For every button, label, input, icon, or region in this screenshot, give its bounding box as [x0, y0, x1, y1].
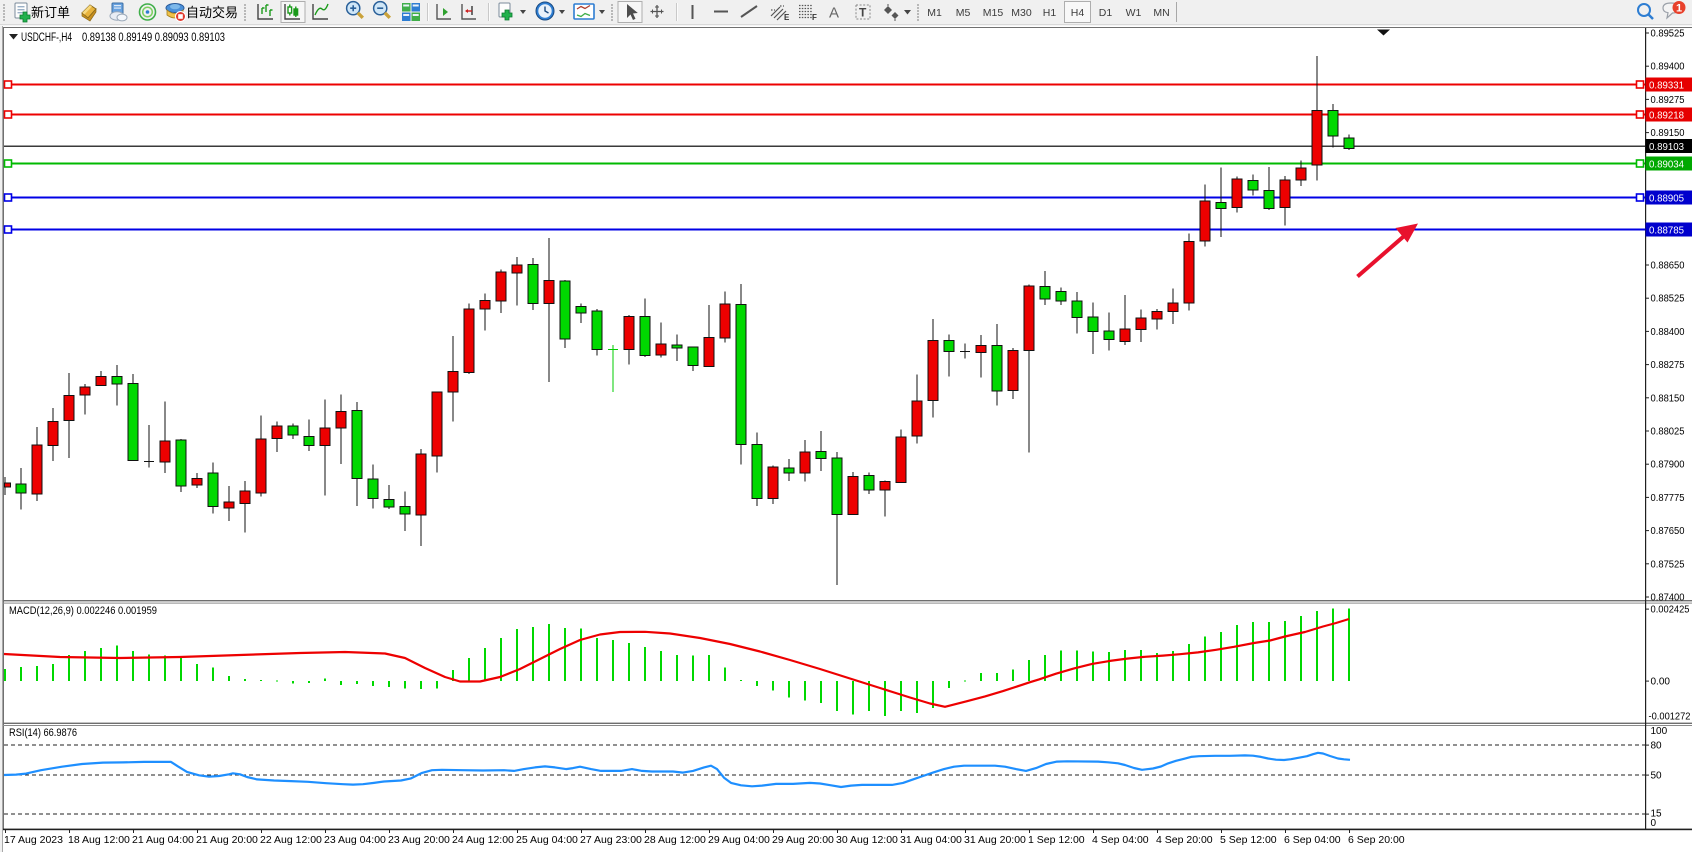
- svg-text:USDCHF-,H4: USDCHF-,H4: [21, 32, 72, 44]
- svg-text:0.88400: 0.88400: [1651, 327, 1685, 338]
- svg-text:MN: MN: [1153, 7, 1169, 19]
- svg-text:0.88150: 0.88150: [1651, 393, 1685, 404]
- svg-text:23 Aug 04:00: 23 Aug 04:00: [324, 834, 386, 846]
- svg-text:E: E: [784, 13, 790, 22]
- svg-text:0.87400: 0.87400: [1651, 593, 1685, 604]
- svg-text:4 Sep 04:00: 4 Sep 04:00: [1092, 834, 1149, 846]
- svg-text:0.89138 0.89149 0.89093 0.8910: 0.89138 0.89149 0.89093 0.89103: [82, 32, 225, 44]
- svg-text:24 Aug 12:00: 24 Aug 12:00: [452, 834, 514, 846]
- svg-text:31 Aug 20:00: 31 Aug 20:00: [964, 834, 1026, 846]
- svg-text:17 Aug 2023: 17 Aug 2023: [4, 834, 63, 846]
- svg-text:MACD(12,26,9) 0.002246 0.00195: MACD(12,26,9) 0.002246 0.001959: [9, 605, 157, 617]
- svg-text:80: 80: [1651, 741, 1663, 752]
- svg-text:M1: M1: [927, 7, 942, 19]
- svg-text:T: T: [859, 6, 867, 20]
- svg-text:18 Aug 12:00: 18 Aug 12:00: [68, 834, 130, 846]
- svg-text:0.88275: 0.88275: [1651, 360, 1685, 371]
- svg-text:0.88905: 0.88905: [1649, 192, 1684, 204]
- svg-text:21 Aug 20:00: 21 Aug 20:00: [196, 834, 258, 846]
- svg-text:0.89034: 0.89034: [1649, 158, 1684, 170]
- svg-text:28 Aug 12:00: 28 Aug 12:00: [644, 834, 706, 846]
- svg-text:0.87775: 0.87775: [1651, 493, 1685, 504]
- svg-text:0: 0: [1651, 818, 1657, 829]
- svg-text:H4: H4: [1071, 7, 1085, 19]
- svg-text:1 Sep 12:00: 1 Sep 12:00: [1028, 834, 1085, 846]
- svg-text:0.88650: 0.88650: [1651, 261, 1685, 272]
- svg-text:6 Sep 20:00: 6 Sep 20:00: [1348, 834, 1405, 846]
- svg-text:0.88025: 0.88025: [1651, 427, 1685, 438]
- svg-text:0.87900: 0.87900: [1651, 460, 1685, 471]
- svg-text:M5: M5: [956, 7, 971, 19]
- svg-text:0.89525: 0.89525: [1651, 29, 1685, 40]
- svg-text:50: 50: [1651, 771, 1663, 782]
- svg-text:0.89331: 0.89331: [1649, 79, 1684, 91]
- svg-text:23 Aug 20:00: 23 Aug 20:00: [388, 834, 450, 846]
- svg-text:22 Aug 12:00: 22 Aug 12:00: [260, 834, 322, 846]
- svg-text:M15: M15: [983, 7, 1004, 19]
- svg-text:H1: H1: [1043, 7, 1057, 19]
- svg-text:0.00: 0.00: [1651, 677, 1671, 688]
- svg-text:1: 1: [1676, 3, 1682, 15]
- svg-text:自动交易: 自动交易: [186, 5, 238, 20]
- svg-text:A: A: [829, 5, 839, 22]
- svg-text:新订单: 新订单: [31, 5, 70, 20]
- svg-text:-0.001272: -0.001272: [1649, 712, 1691, 723]
- svg-text:0.89275: 0.89275: [1651, 95, 1685, 106]
- svg-text:5 Sep 12:00: 5 Sep 12:00: [1220, 834, 1277, 846]
- svg-text:RSI(14) 66.9876: RSI(14) 66.9876: [9, 727, 77, 739]
- svg-text:30 Aug 12:00: 30 Aug 12:00: [836, 834, 898, 846]
- svg-text:M30: M30: [1011, 7, 1032, 19]
- svg-text:29 Aug 20:00: 29 Aug 20:00: [772, 834, 834, 846]
- svg-text:25 Aug 04:00: 25 Aug 04:00: [516, 834, 578, 846]
- svg-text:0.002425: 0.002425: [1651, 605, 1690, 616]
- svg-text:W1: W1: [1126, 7, 1142, 19]
- svg-text:27 Aug 23:00: 27 Aug 23:00: [580, 834, 642, 846]
- svg-text:0.89103: 0.89103: [1649, 141, 1684, 153]
- svg-text:21 Aug 04:00: 21 Aug 04:00: [132, 834, 194, 846]
- svg-text:D1: D1: [1099, 7, 1113, 19]
- svg-text:100: 100: [1651, 726, 1668, 737]
- svg-text:0.88785: 0.88785: [1649, 224, 1684, 236]
- svg-text:6 Sep 04:00: 6 Sep 04:00: [1284, 834, 1341, 846]
- svg-text:0.89400: 0.89400: [1651, 62, 1685, 73]
- svg-text:F: F: [812, 13, 817, 22]
- svg-text:15: 15: [1651, 809, 1663, 820]
- svg-text:0.87525: 0.87525: [1651, 559, 1685, 570]
- svg-text:0.88525: 0.88525: [1651, 294, 1685, 305]
- svg-text:31 Aug 04:00: 31 Aug 04:00: [900, 834, 962, 846]
- svg-text:29 Aug 04:00: 29 Aug 04:00: [708, 834, 770, 846]
- svg-text:0.87650: 0.87650: [1651, 526, 1685, 537]
- svg-text:0.89218: 0.89218: [1649, 109, 1684, 121]
- svg-text:0.89150: 0.89150: [1651, 128, 1685, 139]
- svg-text:4 Sep 20:00: 4 Sep 20:00: [1156, 834, 1213, 846]
